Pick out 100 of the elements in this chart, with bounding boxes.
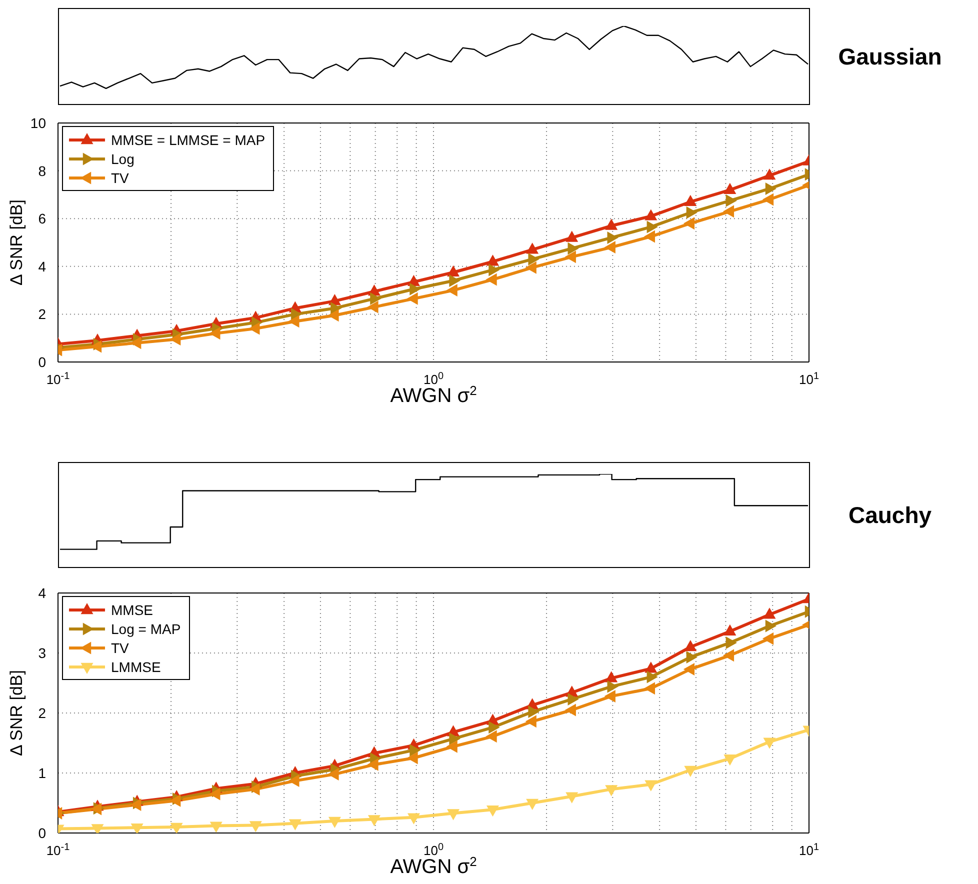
point [605, 219, 618, 230]
point [170, 794, 181, 806]
point [726, 636, 736, 649]
point [130, 798, 142, 811]
point [607, 232, 618, 244]
point [646, 671, 658, 683]
point [644, 682, 656, 694]
point [762, 632, 774, 644]
point [724, 754, 736, 766]
point [486, 274, 497, 286]
legend-label: Log [111, 150, 134, 166]
x-tick-label: 10$^{0}$ [423, 842, 444, 858]
point [526, 262, 536, 274]
point [446, 740, 458, 752]
point [645, 662, 657, 673]
legend-label: LMMSE [111, 658, 161, 674]
point [686, 651, 697, 664]
point [605, 785, 618, 796]
point [724, 183, 736, 194]
point [604, 690, 616, 702]
point [645, 210, 657, 220]
point [568, 242, 578, 254]
point [130, 336, 142, 349]
point [210, 788, 220, 800]
y-tick-label: 8 [38, 162, 46, 179]
y-tick-label: 4 [38, 585, 46, 601]
point [566, 231, 578, 242]
y-tick-label: 2 [38, 306, 46, 322]
point [723, 650, 734, 662]
legend-label: MMSE [111, 602, 153, 618]
point [565, 250, 576, 263]
point [565, 704, 576, 716]
point [170, 822, 182, 833]
point [645, 780, 657, 791]
point [723, 206, 734, 218]
point [90, 803, 102, 815]
point [447, 809, 460, 820]
point [446, 284, 458, 296]
y-axis-title: Δ SNR [dB] [7, 200, 26, 286]
y-tick-label: 0 [38, 354, 46, 370]
point [765, 182, 776, 195]
point [328, 309, 339, 322]
point [368, 301, 378, 313]
point [488, 722, 500, 734]
point [249, 783, 260, 796]
point [328, 768, 339, 780]
point [764, 169, 776, 180]
legend-label: MMSE = LMMSE = MAP [111, 132, 266, 148]
point [92, 824, 104, 833]
point [607, 680, 618, 692]
point [210, 822, 222, 832]
point [486, 255, 499, 266]
point [170, 333, 181, 346]
x-tick-label: 10$^{1}$ [798, 842, 820, 858]
text: Gaussian [838, 44, 942, 70]
point [407, 752, 418, 764]
point [291, 308, 302, 320]
point [250, 821, 262, 832]
point [486, 730, 497, 742]
y-axis-title: Δ SNR [dB] [7, 670, 26, 756]
y-tick-label: 2 [38, 705, 46, 721]
legend-label: Log = MAP [111, 620, 181, 636]
point [131, 824, 143, 833]
point [447, 266, 460, 276]
point [410, 744, 420, 756]
point [368, 758, 378, 770]
point [407, 292, 418, 305]
point [686, 206, 697, 219]
x-tick-label: 10$^{-1}$ [46, 842, 70, 858]
point [724, 624, 736, 636]
point [90, 340, 102, 352]
point [249, 322, 260, 334]
point [330, 302, 342, 314]
point [604, 241, 616, 254]
legend-label: TV [111, 640, 129, 656]
point [289, 819, 302, 830]
point [605, 672, 618, 682]
y-tick-label: 4 [38, 258, 46, 274]
point [288, 315, 300, 328]
point [528, 253, 539, 266]
point [684, 766, 696, 776]
point [368, 815, 380, 826]
point [410, 283, 420, 296]
point [526, 716, 536, 728]
point [370, 292, 381, 305]
point [210, 327, 220, 340]
y-tick-label: 6 [38, 210, 46, 227]
point [449, 732, 460, 745]
y-tick-label: 10 [30, 115, 46, 131]
y-tick-label: 3 [38, 645, 46, 661]
point [684, 217, 695, 230]
point [644, 230, 656, 242]
point [566, 792, 578, 803]
y-tick-label: 0 [38, 825, 46, 841]
point [328, 816, 341, 828]
point [646, 221, 658, 233]
point [684, 195, 696, 206]
point [568, 693, 578, 706]
point [684, 663, 695, 676]
point [726, 194, 736, 207]
